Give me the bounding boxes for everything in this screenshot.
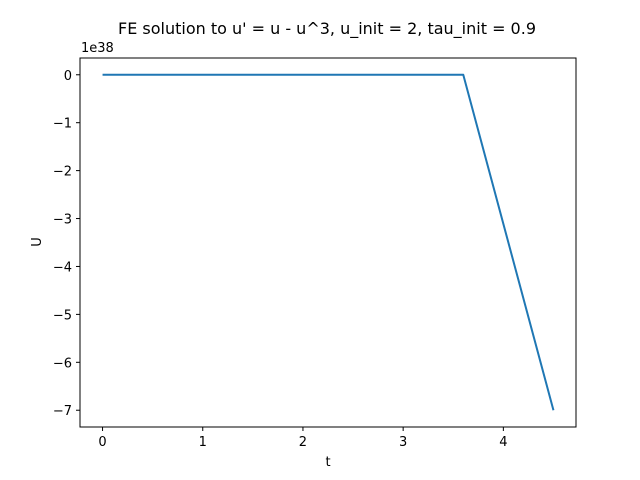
chart-title: FE solution to u' = u - u^3, u_init = 2,… xyxy=(118,19,536,39)
y-tick-label: −2 xyxy=(53,165,72,180)
y-offset-label: 1e38 xyxy=(81,41,114,56)
x-tick-label: 2 xyxy=(299,435,307,450)
x-tick-label: 0 xyxy=(98,435,106,450)
y-tick-label: −6 xyxy=(53,356,72,371)
x-tick-label: 1 xyxy=(199,435,207,450)
y-tick-label: 0 xyxy=(64,69,72,84)
y-tick-label: −5 xyxy=(53,308,72,323)
y-axis-label: U xyxy=(30,237,45,247)
axes-frame xyxy=(79,57,577,428)
x-axis-label: t xyxy=(325,455,330,470)
y-tick-label: −3 xyxy=(53,213,72,228)
plot-layer: 0 1 2 3 4 0 −1 −2 −3 −4 −5 −6 −7 xyxy=(53,69,555,450)
series-line xyxy=(102,73,555,411)
y-tick-label: −4 xyxy=(53,260,72,275)
y-tick-label: −1 xyxy=(53,117,72,132)
x-tick-label: 4 xyxy=(499,435,507,450)
x-tick-label: 3 xyxy=(399,435,407,450)
y-tick-label: −7 xyxy=(53,404,72,419)
